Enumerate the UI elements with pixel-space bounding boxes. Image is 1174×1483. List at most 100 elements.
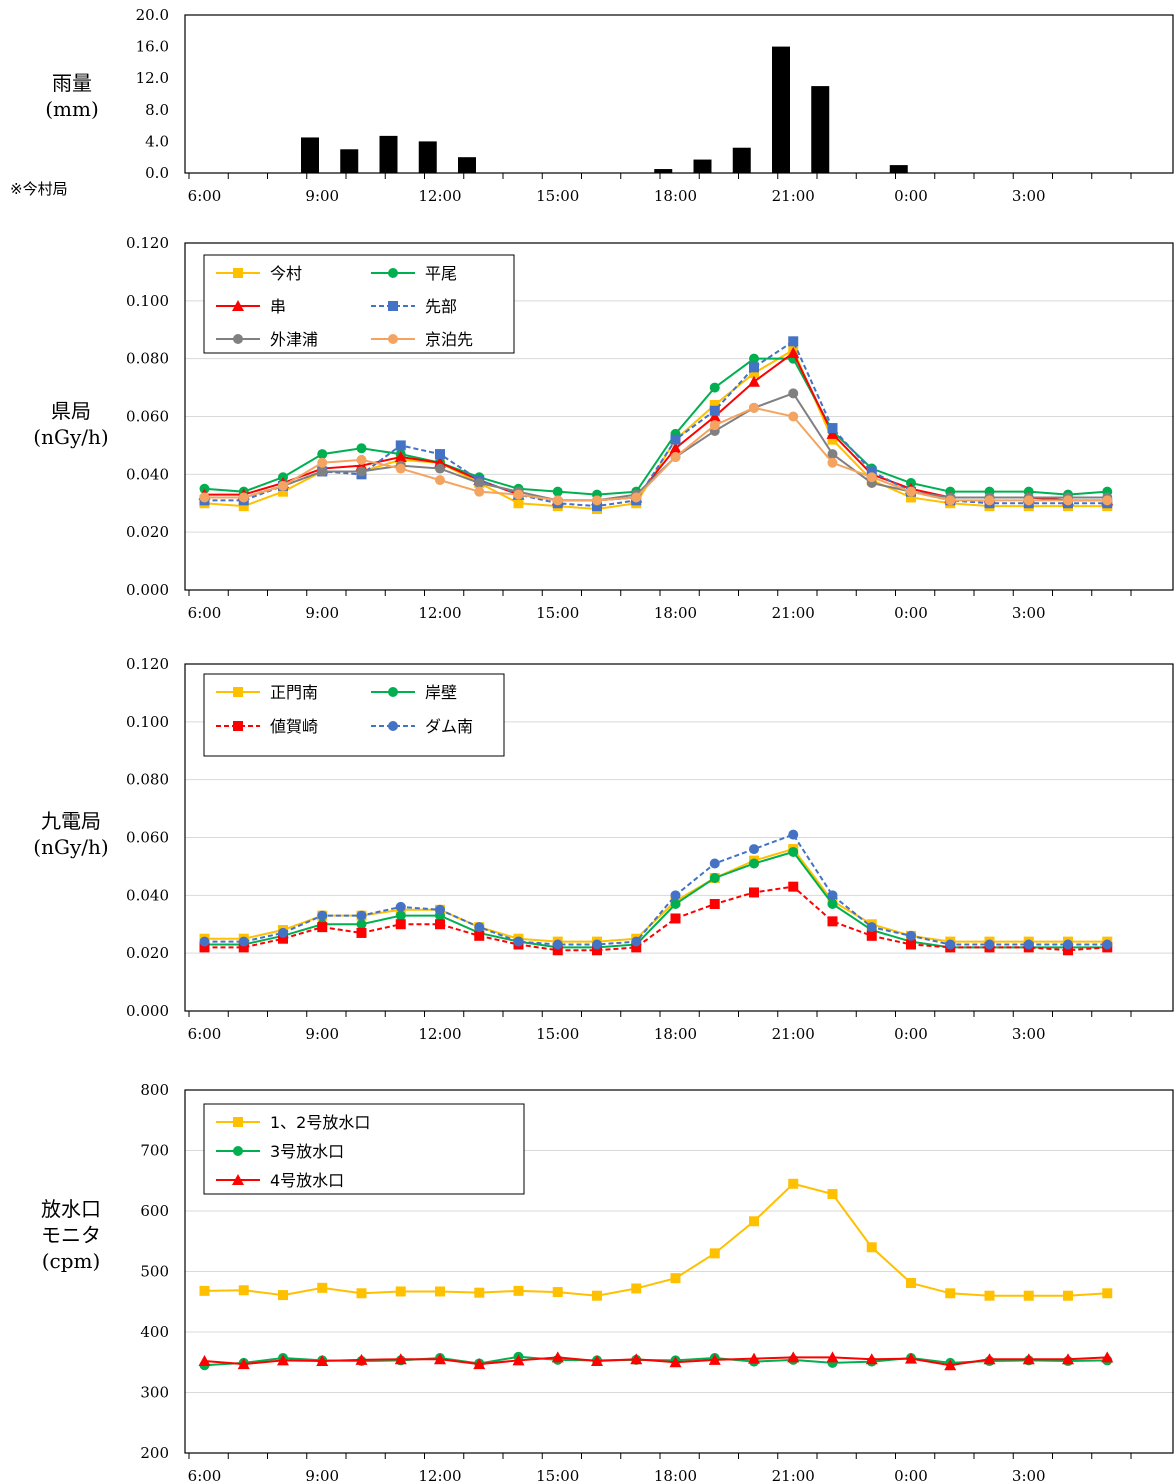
pref-series-point-3	[749, 362, 759, 373]
pref-series-point-3	[592, 501, 602, 512]
pref-x-tick-label: 18:00	[654, 604, 697, 622]
kyuden-series-point-3	[435, 904, 445, 915]
pref-legend-box	[203, 254, 515, 354]
pref-series-point-5	[1023, 495, 1034, 506]
outlet-y-tick-label: 400	[140, 1323, 169, 1341]
outlet-series-point-0	[278, 1290, 288, 1301]
outlet-series-point-0	[866, 1242, 877, 1253]
rain-station-note: ※今村局	[10, 180, 68, 198]
pref-series-point-3	[395, 440, 406, 451]
kyuden-series-point-1	[670, 899, 681, 910]
kyuden-series-point-1	[709, 872, 720, 883]
rain-x-tick-label: 18:00	[654, 187, 697, 205]
kyuden-series-point-3	[1023, 939, 1034, 950]
kyuden-y-tick-label: 0.000	[126, 1002, 169, 1020]
kyuden-series-point-3	[317, 910, 328, 921]
pref-series-point-0	[827, 434, 838, 445]
pref-plot-frame	[184, 242, 1174, 591]
rain-x-tick-label: 9:00	[305, 187, 339, 205]
rain-bar	[732, 147, 751, 173]
outlet-x-tick-label: 18:00	[654, 1467, 697, 1483]
pref-series-point-5	[199, 492, 210, 503]
kyuden-series-point-2	[788, 881, 799, 892]
pref-series-point-2	[708, 410, 721, 422]
pref-series-point-4	[356, 466, 367, 477]
pref-series-point-3	[827, 423, 838, 434]
pref-series-line-0	[204, 348, 1108, 511]
kyuden-series-point-3	[984, 939, 995, 950]
outlet-series-point-2	[434, 1353, 446, 1365]
kyuden-series-point-2	[199, 942, 210, 953]
pref-legend-marker	[388, 268, 398, 278]
rain-bar	[693, 159, 712, 173]
kyuden-series-point-3	[513, 936, 524, 947]
outlet-legend-marker	[233, 1146, 243, 1156]
outlet-series-point-0	[199, 1285, 210, 1296]
outlet-series-point-0	[552, 1287, 563, 1298]
rain-bar	[301, 137, 319, 173]
outlet-series-point-2	[1062, 1353, 1074, 1365]
pref-axis-label: 県局 (nGy/h)	[33, 399, 109, 449]
rain-y-tick-label: 0.0	[145, 164, 169, 182]
pref-series-point-1	[709, 382, 720, 393]
pref-series-point-5	[749, 402, 759, 413]
rain-y-tick-label: 12.0	[136, 69, 169, 87]
kyuden-x-tick-label: 12:00	[418, 1025, 461, 1043]
kyuden-series-point-2	[238, 942, 249, 953]
rain-bar	[889, 165, 908, 173]
kyuden-series-point-3	[1102, 939, 1113, 950]
outlet-series-point-0	[670, 1273, 681, 1284]
outlet-series-point-2	[316, 1355, 329, 1367]
outlet-x-tick-label: 15:00	[536, 1467, 579, 1483]
kyuden-series-point-3	[670, 890, 681, 901]
rain-bar	[379, 135, 398, 173]
outlet-axis-label: 放水口 モニタ (cpm)	[41, 1197, 101, 1273]
kyuden-series-point-2	[749, 887, 759, 898]
pref-series-line-4	[204, 392, 1108, 502]
kyuden-series-line-1	[204, 850, 1108, 949]
pref-series-point-5	[788, 411, 799, 422]
kyuden-x-tick-label: 3:00	[1012, 1025, 1046, 1043]
pref-series-point-5	[513, 489, 524, 500]
rain-bar	[340, 149, 359, 173]
pref-series-point-3	[788, 336, 799, 347]
outlet-x-tick-label: 0:00	[894, 1467, 928, 1483]
kyuden-series-point-2	[670, 913, 681, 924]
kyuden-legend-marker	[233, 687, 243, 697]
kyuden-x-tick-label: 6:00	[188, 1025, 222, 1043]
pref-series-point-3	[670, 434, 681, 445]
pref-legend-label: 串	[270, 297, 286, 316]
pref-series-point-4	[474, 478, 485, 489]
rain-bar	[811, 86, 830, 173]
rain-y-tick-label: 20.0	[136, 6, 169, 24]
kyuden-series-point-1	[788, 846, 799, 857]
outlet-y-tick-label: 200	[140, 1444, 169, 1462]
pref-series-point-4	[788, 388, 799, 399]
pref-series-point-5	[356, 454, 367, 465]
kyuden-series-point-2	[906, 939, 916, 950]
pref-series-point-2	[787, 346, 800, 358]
kyuden-axis-label: 九電局 (nGy/h)	[33, 809, 109, 859]
outlet-series-point-0	[1102, 1288, 1113, 1299]
pref-y-tick-label: 0.060	[126, 408, 169, 426]
kyuden-series-point-2	[435, 919, 445, 930]
outlet-series-point-2	[865, 1353, 878, 1365]
kyuden-series-point-3	[906, 930, 916, 941]
outlet-y-tick-label: 600	[140, 1202, 169, 1220]
rain-x-tick-label: 12:00	[418, 187, 461, 205]
pref-x-tick-label: 3:00	[1012, 604, 1046, 622]
kyuden-legend-label: 正門南	[270, 683, 318, 702]
outlet-series-point-2	[198, 1355, 211, 1367]
pref-series-point-5	[552, 495, 563, 506]
kyuden-series-point-3	[866, 922, 877, 933]
kyuden-series-point-1	[356, 919, 367, 930]
outlet-y-tick-label: 800	[140, 1081, 169, 1099]
kyuden-x-tick-label: 21:00	[772, 1025, 815, 1043]
pref-series-point-0	[749, 368, 759, 379]
kyuden-series-point-2	[474, 930, 485, 941]
rain-x-tick-label: 21:00	[772, 187, 815, 205]
pref-series-point-5	[1102, 495, 1113, 506]
kyuden-series-point-2	[631, 942, 642, 953]
pref-series-point-1	[749, 353, 759, 364]
pref-legend-label: 外津浦	[270, 330, 318, 349]
